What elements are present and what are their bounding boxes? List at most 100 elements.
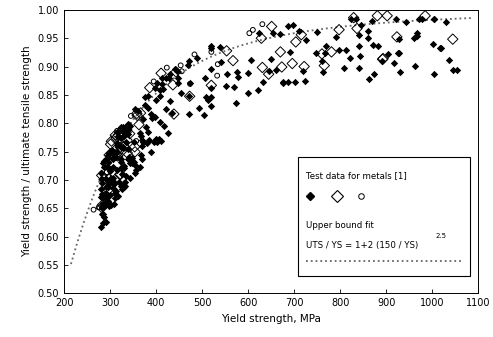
Point: [122, 174, 130, 179]
Point: [107, 178, 115, 184]
Point: [120, 144, 128, 149]
Point: [396, 69, 404, 74]
Point: [117, 135, 125, 140]
Point: [150, 79, 158, 84]
Point: [108, 185, 116, 191]
Point: [126, 131, 134, 136]
Point: [166, 99, 174, 104]
Point: [413, 31, 421, 36]
Point: [111, 191, 119, 196]
Point: [356, 53, 364, 59]
Point: [217, 59, 225, 64]
Point: [276, 31, 284, 37]
Point: [163, 65, 171, 70]
Point: [144, 129, 152, 135]
Point: [100, 215, 107, 220]
Point: [116, 172, 124, 177]
Point: [449, 68, 457, 73]
Point: [97, 187, 105, 192]
Point: [109, 155, 117, 160]
Text: Upper bound fit: Upper bound fit: [306, 221, 373, 230]
Point: [318, 58, 326, 63]
Point: [229, 58, 237, 63]
Point: [131, 144, 139, 150]
Point: [204, 98, 211, 103]
Point: [379, 57, 387, 62]
Point: [124, 124, 132, 129]
Point: [301, 79, 309, 84]
Point: [120, 163, 128, 169]
Point: [421, 13, 429, 19]
Point: [375, 43, 383, 48]
Point: [265, 69, 273, 74]
Point: [403, 20, 411, 25]
Point: [158, 75, 166, 81]
Point: [322, 44, 330, 49]
Point: [318, 51, 326, 57]
Point: [312, 51, 320, 56]
Point: [165, 75, 173, 81]
Point: [346, 56, 354, 61]
Point: [342, 47, 350, 52]
Point: [185, 59, 193, 64]
Point: [108, 150, 116, 156]
Point: [120, 165, 128, 171]
Point: [443, 20, 451, 25]
Point: [99, 202, 107, 207]
Point: [371, 71, 379, 77]
Point: [320, 63, 328, 68]
Point: [104, 184, 111, 190]
Point: [177, 90, 185, 95]
Point: [258, 65, 266, 70]
Point: [190, 52, 198, 57]
Point: [121, 179, 129, 184]
Point: [393, 34, 401, 39]
Point: [113, 167, 121, 173]
Point: [392, 16, 400, 21]
Text: 2.5: 2.5: [436, 233, 447, 239]
Point: [173, 68, 181, 73]
Point: [353, 26, 361, 31]
Point: [365, 76, 373, 82]
Point: [133, 111, 141, 116]
Point: [114, 153, 122, 159]
Point: [137, 164, 144, 170]
Point: [137, 134, 145, 139]
Point: [185, 111, 193, 116]
Point: [139, 139, 147, 145]
Point: [126, 175, 134, 180]
Point: [118, 187, 126, 192]
Point: [106, 142, 114, 147]
Point: [118, 135, 126, 141]
Point: [232, 100, 240, 105]
Point: [98, 211, 106, 216]
Point: [102, 195, 110, 201]
Point: [255, 31, 263, 36]
Point: [379, 56, 387, 61]
Point: [113, 140, 121, 145]
Point: [368, 19, 376, 24]
Point: [208, 85, 215, 91]
Point: [100, 177, 108, 182]
Point: [202, 94, 210, 100]
Point: [103, 195, 111, 200]
Point: [119, 124, 127, 129]
Point: [110, 151, 118, 156]
Point: [319, 69, 327, 74]
Point: [157, 139, 165, 144]
Point: [114, 133, 122, 139]
Point: [124, 126, 132, 131]
Point: [436, 45, 444, 51]
Point: [258, 22, 266, 27]
Point: [153, 139, 161, 144]
Point: [277, 49, 284, 55]
Point: [109, 176, 117, 181]
Point: [113, 143, 121, 148]
Point: [117, 183, 125, 188]
Point: [208, 49, 215, 55]
Point: [104, 183, 111, 188]
Point: [138, 137, 146, 142]
Point: [108, 181, 116, 187]
Point: [114, 129, 122, 135]
Point: [98, 180, 106, 186]
